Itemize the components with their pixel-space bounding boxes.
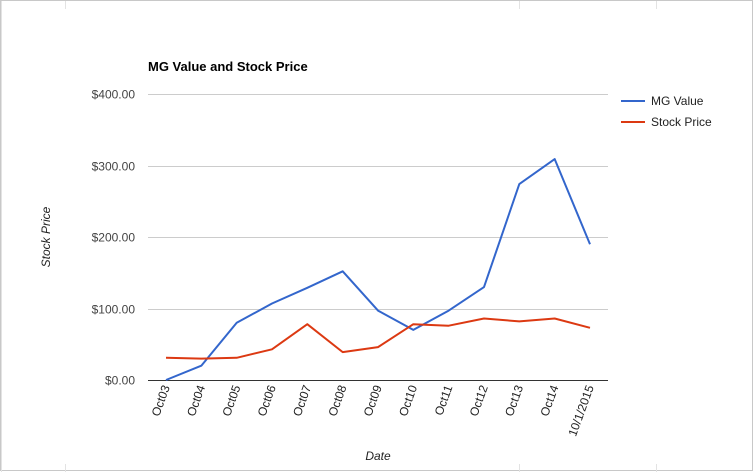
x-tick-label: Oct08 bbox=[325, 383, 349, 418]
y-tick-label: $400.00 bbox=[92, 88, 136, 102]
y-tick-label: $0.00 bbox=[105, 374, 135, 388]
x-tick-label: Oct14 bbox=[537, 383, 561, 418]
series-line-mg-value bbox=[165, 158, 591, 381]
x-tick-label: Oct10 bbox=[396, 383, 420, 418]
legend: MG Value Stock Price bbox=[621, 94, 712, 129]
x-tick-label: Oct12 bbox=[467, 383, 491, 418]
x-tick-label: Oct13 bbox=[502, 383, 526, 418]
x-tick-label: Oct04 bbox=[184, 383, 208, 418]
legend-label: Stock Price bbox=[651, 115, 712, 129]
x-tick-label: 10/1/2015 bbox=[565, 383, 597, 438]
y-tick-label: $100.00 bbox=[92, 303, 136, 317]
x-tick-label: Oct05 bbox=[219, 383, 243, 418]
y-tick-label: $300.00 bbox=[92, 160, 136, 174]
y-tick-label: $200.00 bbox=[92, 231, 136, 245]
x-tick-label: Oct03 bbox=[149, 383, 173, 418]
x-tick-label: Oct06 bbox=[255, 383, 279, 418]
x-axis-ticks: Oct03 Oct04 Oct05 Oct06 Oct07 Oct08 Oct09 Oct10… bbox=[149, 383, 597, 438]
legend-label: MG Value bbox=[651, 94, 704, 108]
chart-title: MG Value and Stock Price bbox=[148, 59, 308, 74]
x-tick-label: Oct11 bbox=[432, 383, 456, 417]
series-line-stock-price bbox=[165, 317, 591, 360]
y-axis-label: Stock Price bbox=[39, 206, 53, 267]
x-axis-label: Date bbox=[365, 449, 391, 463]
x-tick-label: Oct09 bbox=[361, 383, 385, 418]
gridlines bbox=[148, 94, 608, 310]
y-axis-ticks: $0.00 $100.00 $200.00 $300.00 $400.00 bbox=[92, 88, 136, 388]
series-lines bbox=[165, 158, 591, 381]
x-tick-label: Oct07 bbox=[290, 383, 314, 418]
